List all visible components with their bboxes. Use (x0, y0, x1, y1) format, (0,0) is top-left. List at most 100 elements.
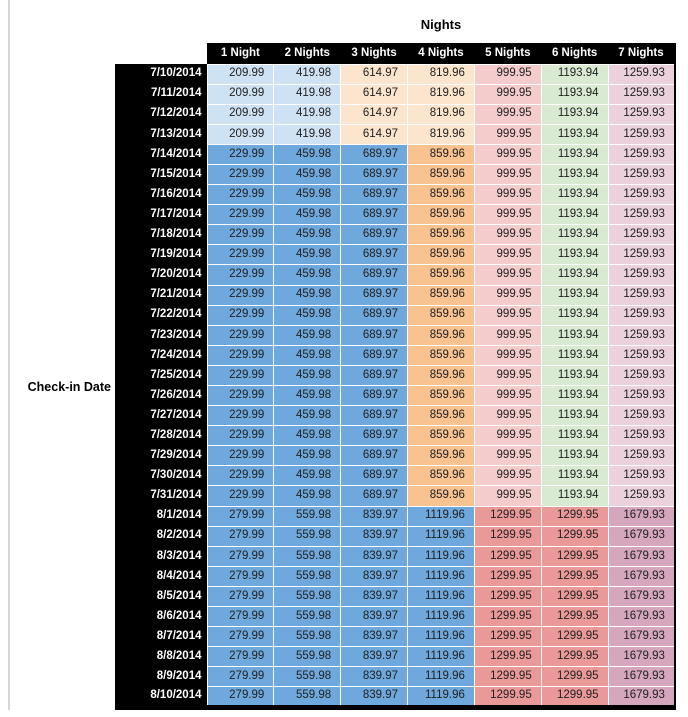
row-header-date[interactable]: 7/12/2014 (115, 104, 207, 125)
price-cell[interactable]: 614.97 (340, 123, 409, 145)
price-cell[interactable]: 1119.96 (407, 565, 475, 587)
price-cell[interactable]: 1193.94 (540, 425, 609, 447)
price-cell[interactable]: 459.98 (273, 324, 342, 346)
price-cell[interactable]: 689.97 (340, 384, 409, 407)
price-cell[interactable]: 1193.94 (540, 184, 609, 206)
row-header-date[interactable]: 7/22/2014 (115, 305, 207, 326)
column-header-4-nights[interactable]: 4 Nights (407, 43, 475, 64)
price-cell[interactable]: 279.99 (206, 646, 275, 668)
price-cell[interactable]: 614.97 (340, 103, 409, 125)
price-cell[interactable]: 1299.95 (473, 666, 542, 688)
price-cell[interactable]: 1259.93 (607, 224, 676, 246)
price-cell[interactable]: 229.99 (206, 445, 275, 467)
price-cell[interactable]: 859.96 (407, 143, 475, 165)
price-cell[interactable]: 1259.93 (607, 163, 676, 186)
price-cell[interactable]: 1299.95 (540, 565, 609, 587)
price-cell[interactable]: 1299.95 (540, 525, 609, 547)
price-cell[interactable]: 839.97 (340, 525, 409, 547)
row-header-date[interactable]: 8/9/2014 (115, 666, 207, 687)
price-cell[interactable]: 459.98 (273, 364, 342, 387)
price-cell[interactable]: 859.96 (407, 264, 475, 286)
price-cell[interactable]: 689.97 (340, 184, 409, 206)
row-header-date[interactable]: 7/24/2014 (115, 345, 207, 366)
price-cell[interactable]: 459.98 (273, 465, 342, 487)
row-header-date[interactable]: 7/14/2014 (115, 144, 207, 165)
price-cell[interactable]: 689.97 (340, 425, 409, 447)
row-header-date[interactable]: 7/28/2014 (115, 425, 207, 446)
row-header-date[interactable]: 8/4/2014 (115, 566, 207, 587)
price-cell[interactable]: 1299.95 (540, 505, 609, 527)
price-cell[interactable]: 209.99 (206, 123, 275, 145)
price-cell[interactable]: 1119.96 (407, 606, 475, 628)
price-cell[interactable]: 209.99 (206, 63, 275, 85)
price-cell[interactable]: 999.95 (473, 103, 542, 125)
price-cell[interactable]: 229.99 (206, 425, 275, 447)
row-header-date[interactable]: 7/27/2014 (115, 405, 207, 426)
row-header-date[interactable]: 7/17/2014 (115, 204, 207, 225)
price-cell[interactable]: 1679.93 (607, 606, 676, 628)
column-header-5-nights[interactable]: 5 Nights (474, 43, 542, 64)
price-cell[interactable]: 1259.93 (607, 244, 676, 266)
price-cell[interactable]: 1193.94 (540, 344, 609, 366)
price-cell[interactable]: 1259.93 (607, 485, 676, 507)
price-cell[interactable]: 999.95 (473, 324, 542, 346)
price-cell[interactable]: 419.98 (273, 63, 342, 85)
row-header-date[interactable]: 8/7/2014 (115, 626, 207, 647)
price-cell[interactable]: 1299.95 (473, 525, 542, 547)
price-cell[interactable]: 229.99 (206, 364, 275, 387)
row-header-date[interactable]: 8/10/2014 (115, 686, 207, 707)
row-header-date[interactable]: 8/5/2014 (115, 586, 207, 607)
price-cell[interactable]: 229.99 (206, 405, 275, 427)
price-cell[interactable]: 999.95 (473, 384, 542, 407)
price-cell[interactable]: 999.95 (473, 143, 542, 165)
price-cell[interactable]: 1119.96 (407, 626, 475, 648)
price-cell[interactable]: 859.96 (407, 425, 475, 447)
price-cell[interactable]: 1259.93 (607, 445, 676, 467)
price-cell[interactable]: 559.98 (273, 666, 342, 688)
price-cell[interactable]: 839.97 (340, 606, 409, 628)
price-cell[interactable]: 1299.95 (473, 646, 542, 668)
price-cell[interactable]: 839.97 (340, 585, 409, 608)
price-cell[interactable]: 689.97 (340, 163, 409, 186)
price-cell[interactable]: 1299.95 (540, 646, 609, 668)
column-header-6-nights[interactable]: 6 Nights (541, 43, 609, 64)
price-cell[interactable]: 999.95 (473, 63, 542, 85)
price-cell[interactable]: 229.99 (206, 465, 275, 487)
price-cell[interactable]: 689.97 (340, 485, 409, 507)
price-cell[interactable]: 689.97 (340, 405, 409, 427)
price-cell[interactable]: 1299.95 (540, 606, 609, 628)
price-cell[interactable]: 1259.93 (607, 425, 676, 447)
price-cell[interactable]: 419.98 (273, 83, 342, 105)
price-cell[interactable]: 1259.93 (607, 123, 676, 145)
price-cell[interactable]: 1119.96 (407, 646, 475, 668)
price-cell[interactable]: 999.95 (473, 445, 542, 467)
price-cell[interactable]: 229.99 (206, 344, 275, 366)
price-cell[interactable]: 839.97 (340, 686, 409, 708)
price-cell[interactable]: 279.99 (206, 686, 275, 708)
price-cell[interactable]: 419.98 (273, 103, 342, 125)
price-cell[interactable]: 1119.96 (407, 545, 475, 567)
price-cell[interactable]: 459.98 (273, 425, 342, 447)
price-cell[interactable]: 1259.93 (607, 304, 676, 326)
price-cell[interactable]: 689.97 (340, 143, 409, 165)
price-cell[interactable]: 1679.93 (607, 626, 676, 648)
price-cell[interactable]: 279.99 (206, 545, 275, 567)
price-cell[interactable]: 559.98 (273, 686, 342, 708)
price-cell[interactable]: 689.97 (340, 224, 409, 246)
price-cell[interactable]: 839.97 (340, 545, 409, 567)
price-cell[interactable]: 1119.96 (407, 505, 475, 527)
price-cell[interactable]: 689.97 (340, 364, 409, 387)
price-cell[interactable]: 459.98 (273, 163, 342, 186)
price-cell[interactable]: 229.99 (206, 264, 275, 286)
row-header-date[interactable]: 7/30/2014 (115, 465, 207, 486)
price-cell[interactable]: 1193.94 (540, 143, 609, 165)
row-header-date[interactable]: 7/13/2014 (115, 124, 207, 145)
price-cell[interactable]: 1259.93 (607, 284, 676, 306)
price-cell[interactable]: 1193.94 (540, 123, 609, 145)
price-cell[interactable]: 1679.93 (607, 585, 676, 608)
price-cell[interactable]: 1259.93 (607, 364, 676, 387)
price-cell[interactable]: 1259.93 (607, 184, 676, 206)
price-cell[interactable]: 459.98 (273, 143, 342, 165)
price-cell[interactable]: 419.98 (273, 123, 342, 145)
price-cell[interactable]: 1193.94 (540, 83, 609, 105)
